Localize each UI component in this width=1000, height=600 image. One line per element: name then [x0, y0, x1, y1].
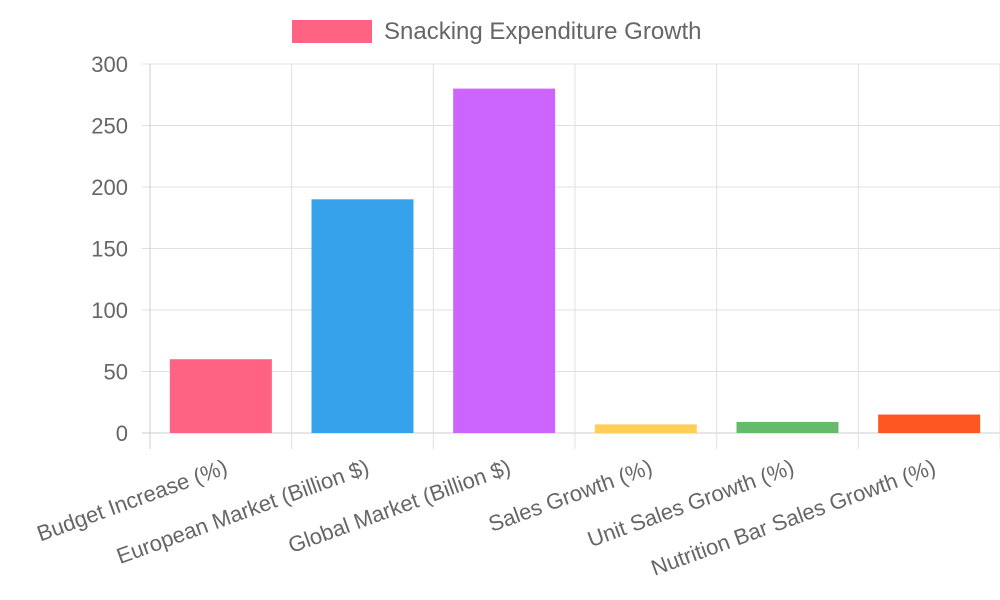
- bars: [169, 88, 981, 433]
- x-tick-label: European Market (Billion $): [113, 454, 372, 569]
- bar[interactable]: [453, 88, 556, 433]
- bar[interactable]: [878, 414, 981, 433]
- x-axis-labels: Budget Increase (%)European Market (Bill…: [34, 454, 939, 580]
- y-tick-label: 100: [91, 298, 128, 323]
- y-tick-label: 300: [91, 52, 128, 77]
- y-tick-label: 150: [91, 237, 128, 262]
- legend-swatch: [292, 20, 372, 43]
- y-tick-label: 0: [116, 421, 128, 446]
- legend[interactable]: Snacking Expenditure Growth: [292, 18, 702, 45]
- grid: [142, 63, 1000, 449]
- bar[interactable]: [311, 199, 414, 433]
- y-tick-label: 200: [91, 175, 128, 200]
- bar[interactable]: [594, 424, 697, 433]
- y-axis-labels: 0 50 100 150 200 250 300: [91, 52, 128, 446]
- y-tick-label: 50: [104, 360, 128, 385]
- legend-label: Snacking Expenditure Growth: [384, 18, 702, 45]
- bar[interactable]: [736, 421, 839, 433]
- y-tick-label: 250: [91, 114, 128, 139]
- bar[interactable]: [169, 359, 272, 433]
